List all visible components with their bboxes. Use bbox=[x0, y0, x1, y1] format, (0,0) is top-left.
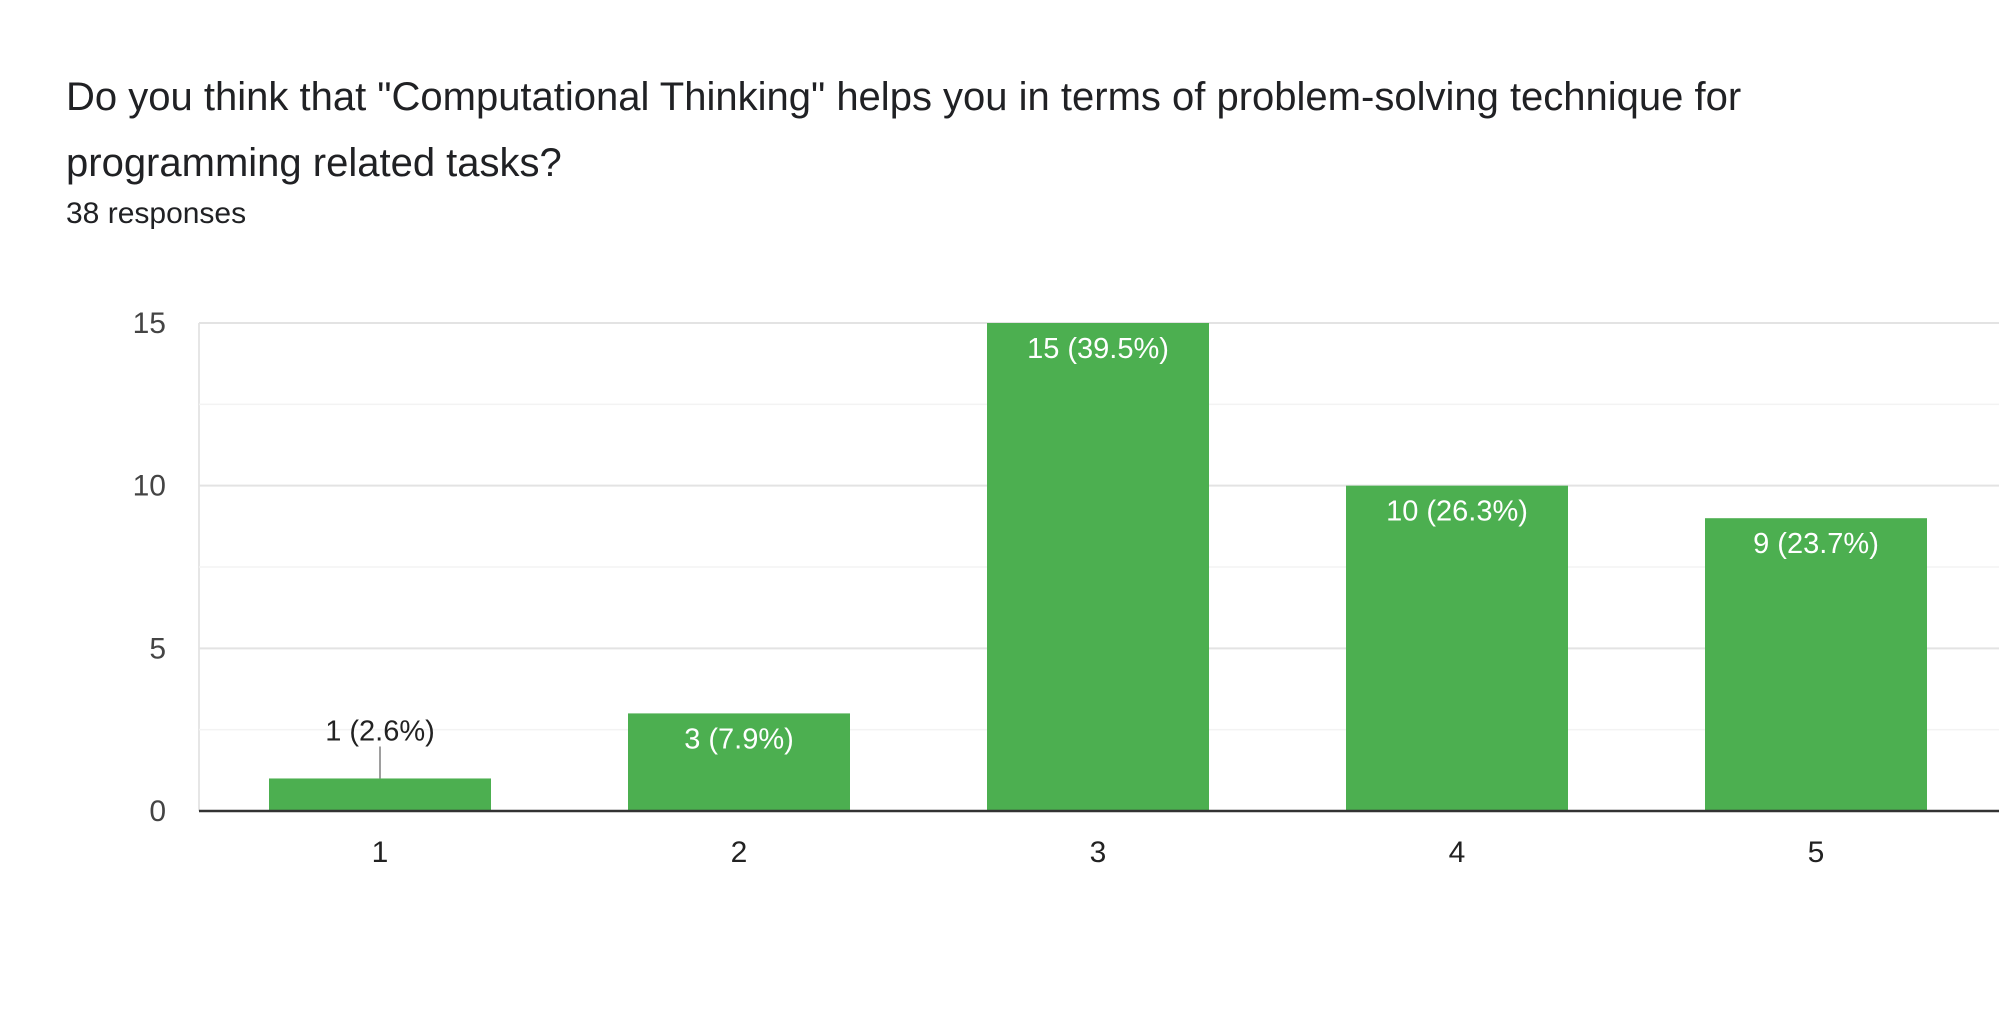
data-label: 15 (39.5%) bbox=[1027, 333, 1169, 365]
y-tick-label: 15 bbox=[133, 307, 166, 340]
question-title: Do you think that "Computational Thinkin… bbox=[66, 75, 1742, 185]
data-label: 3 (7.9%) bbox=[684, 723, 794, 755]
y-tick-label: 5 bbox=[149, 632, 166, 665]
bar-4 bbox=[1346, 485, 1568, 811]
y-tick-label: 0 bbox=[149, 795, 166, 828]
x-tick-label: 4 bbox=[1449, 836, 1466, 869]
x-tick-label: 2 bbox=[731, 836, 748, 869]
bar-2 bbox=[628, 713, 850, 811]
y-tick-label: 10 bbox=[133, 470, 166, 503]
x-tick-label: 3 bbox=[1090, 836, 1107, 869]
data-label: 10 (26.3%) bbox=[1386, 496, 1528, 528]
bar-1 bbox=[269, 778, 491, 811]
bar-3 bbox=[987, 323, 1209, 811]
x-tick-label: 1 bbox=[372, 836, 389, 869]
data-label: 1 (2.6%) bbox=[325, 715, 435, 747]
x-tick-label: 5 bbox=[1808, 836, 1825, 869]
data-label: 9 (23.7%) bbox=[1753, 528, 1879, 560]
bar-5 bbox=[1705, 518, 1927, 811]
response-count: 38 responses bbox=[66, 197, 247, 230]
